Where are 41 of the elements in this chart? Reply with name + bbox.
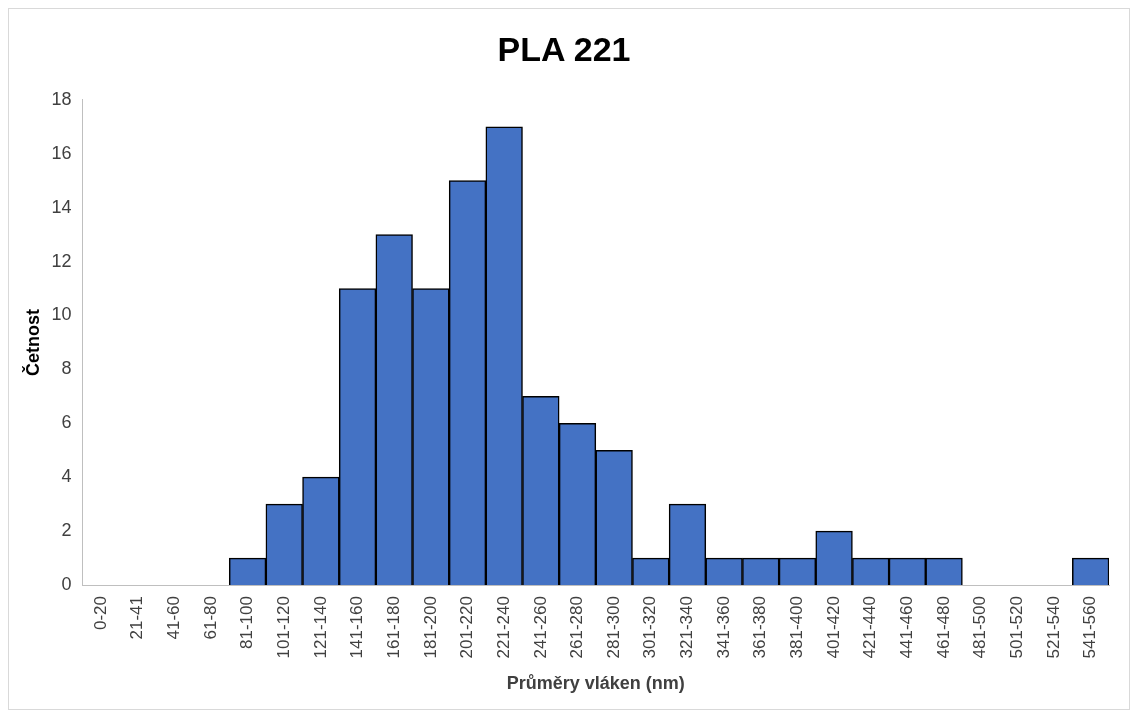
x-tick-label: 121-140	[310, 596, 330, 659]
x-tick-label: 421-440	[860, 596, 880, 659]
x-tick-label: 281-300	[603, 596, 623, 659]
x-tick-label: 481-500	[970, 596, 990, 659]
y-tick-label: 18	[51, 88, 72, 109]
y-axis-title: Četnost	[21, 308, 43, 376]
x-tick-label: 41-60	[163, 596, 183, 640]
x-tick-label: 301-320	[640, 596, 660, 659]
chart-title: PLA 221	[497, 29, 631, 68]
y-tick-label: 2	[61, 520, 72, 541]
y-tick-label: 10	[51, 304, 72, 325]
x-tick-label: 381-400	[787, 596, 807, 659]
y-tick-label: 14	[51, 196, 72, 217]
x-tick-label: 61-80	[200, 596, 220, 640]
y-tick-label: 4	[61, 466, 72, 487]
y-tick-label: 8	[61, 358, 72, 379]
x-tick-label: 241-260	[530, 596, 550, 659]
x-tick-label: 181-200	[420, 596, 440, 659]
y-tick-label: 16	[51, 142, 72, 163]
x-tick-label: 81-100	[237, 596, 257, 649]
x-tick-label: 341-360	[713, 596, 733, 659]
x-tick-label: 201-220	[457, 596, 477, 659]
x-tick-label: 161-180	[383, 596, 403, 659]
x-tick-label: 521-540	[1043, 596, 1063, 659]
y-tick-label: 0	[61, 573, 72, 594]
x-tick-label: 401-420	[823, 596, 843, 659]
x-tick-label: 501-520	[1007, 596, 1027, 659]
y-tick-label: 6	[61, 412, 72, 433]
x-tick-label: 21-41	[127, 596, 147, 640]
x-tick-label: 221-240	[493, 596, 513, 659]
x-tick-label: 101-120	[273, 596, 293, 659]
x-tick-label: 321-340	[677, 596, 697, 659]
x-tick-label: 361-380	[750, 596, 770, 659]
x-tick-label: 141-160	[347, 596, 367, 659]
x-tick-label: 441-460	[897, 596, 917, 659]
y-tick-label: 12	[51, 250, 72, 271]
x-tick-label: 461-480	[933, 596, 953, 659]
x-tick-label: 0-20	[90, 596, 110, 631]
x-axis-title: Průměry vláken (nm)	[506, 673, 685, 694]
x-tick-label: 261-280	[567, 596, 587, 659]
x-tick-label: 541-560	[1080, 596, 1100, 659]
